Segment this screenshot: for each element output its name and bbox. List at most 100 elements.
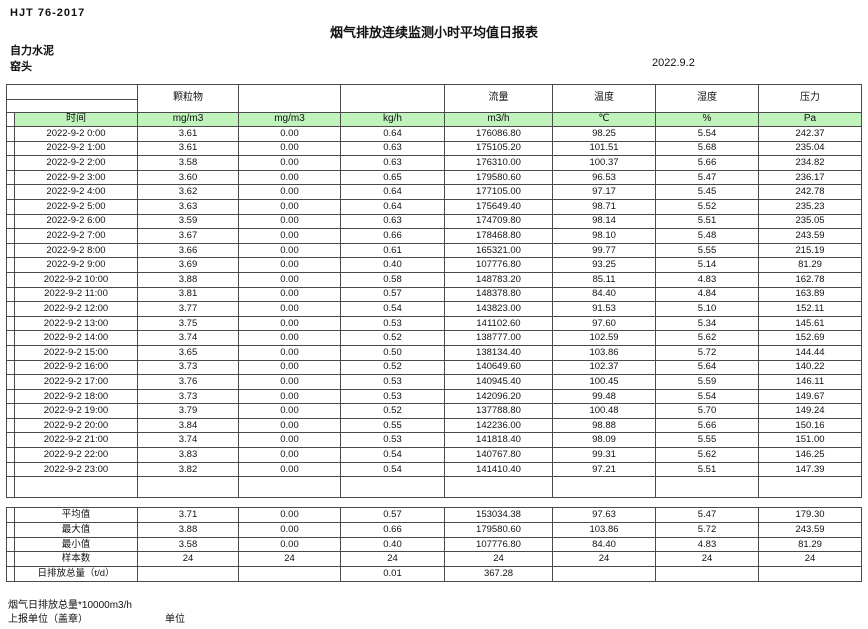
- value-cell: 0.54: [340, 461, 445, 478]
- value-cell: 100.37: [552, 155, 656, 171]
- value-cell: 140767.80: [444, 447, 553, 463]
- value-cell: 179580.60: [444, 521, 553, 538]
- table-row: 2022-9-2 21:00 3.74 0.00 0.53 141818.40 98.09…: [6, 432, 862, 449]
- sliver-cell: [6, 447, 15, 463]
- value-cell: 235.23: [758, 198, 862, 215]
- sliver-cell: [6, 126, 15, 142]
- value-cell: 3.76: [137, 374, 239, 390]
- unit-kgh: kg/h: [340, 112, 445, 127]
- value-cell: 235.04: [758, 140, 862, 157]
- value-cell: 91.53: [552, 301, 656, 317]
- company-name: 自力水泥: [10, 45, 54, 57]
- value-cell: 145.61: [758, 315, 862, 332]
- header-split-line: [7, 98, 137, 100]
- value-cell: 3.61: [137, 126, 239, 142]
- empty-cell: [552, 476, 656, 499]
- sliver-cell: [6, 213, 15, 230]
- spacer-row: [6, 476, 862, 499]
- value-cell: 93.25: [552, 257, 656, 273]
- table-row: 2022-9-2 9:00 3.69 0.00 0.40 107776.80 93.25 5…: [6, 257, 862, 273]
- value-cell: 97.60: [552, 315, 656, 332]
- value-cell: 0.52: [340, 359, 445, 376]
- value-cell: 234.82: [758, 155, 862, 171]
- sliver-cell: [6, 198, 15, 215]
- value-cell: 3.77: [137, 301, 239, 317]
- value-cell: 138777.00: [444, 330, 553, 346]
- value-cell: 175105.20: [444, 140, 553, 157]
- value-cell: 24: [758, 551, 862, 568]
- value-cell: 0.52: [340, 403, 445, 419]
- table-row: 2022-9-2 19:00 3.79 0.00 0.52 137788.80 100.4…: [6, 403, 862, 419]
- table-row: 2022-9-2 7:00 3.67 0.00 0.66 178468.80 98.10 5…: [6, 228, 862, 244]
- unit-mgm3-1: mg/m3: [137, 112, 239, 127]
- value-cell: 5.55: [655, 242, 759, 259]
- value-cell: 85.11: [552, 271, 656, 288]
- value-cell: 101.51: [552, 140, 656, 157]
- value-cell: 0.00: [238, 521, 341, 538]
- table-row: 2022-9-2 11:00 3.81 0.00 0.57 148378.80 84.40…: [6, 286, 862, 303]
- value-cell: 24: [552, 551, 656, 568]
- row-label-cell: 日排放总量（t/d）: [14, 566, 138, 582]
- value-cell: 0.50: [340, 344, 445, 361]
- value-cell: 141410.40: [444, 461, 553, 478]
- flow-total-note: 烟气日排放总量*10000m3/h: [8, 600, 132, 611]
- sliver-cell: [6, 551, 15, 568]
- empty-cell: [655, 476, 759, 499]
- table-row: 2022-9-2 10:00 3.88 0.00 0.58 148783.20 85.11…: [6, 271, 862, 288]
- value-cell: 236.17: [758, 169, 862, 186]
- summary-row: 平均值 3.71 0.00 0.57 153034.38 97.63 5.47 179.30: [6, 507, 862, 523]
- value-cell: 0.53: [340, 374, 445, 390]
- value-cell: 142096.20: [444, 388, 553, 405]
- value-cell: 162.78: [758, 271, 862, 288]
- value-cell: 3.82: [137, 461, 239, 478]
- value-cell: 5.54: [655, 126, 759, 142]
- value-cell: 5.66: [655, 417, 759, 434]
- value-cell: 0.57: [340, 286, 445, 303]
- col-header-blank-2: [340, 84, 445, 113]
- value-cell: 5.59: [655, 374, 759, 390]
- table-row: 2022-9-2 0:00 3.61 0.00 0.64 176086.80 98.25 5…: [6, 126, 862, 142]
- empty-cell: [14, 476, 138, 499]
- value-cell: 0.40: [340, 257, 445, 273]
- value-cell: 0.66: [340, 228, 445, 244]
- value-cell: 3.66: [137, 242, 239, 259]
- value-cell: 0.01: [340, 566, 445, 582]
- value-cell: 5.64: [655, 359, 759, 376]
- sliver-cell: [6, 388, 15, 405]
- value-cell: 5.70: [655, 403, 759, 419]
- value-cell: 143823.00: [444, 301, 553, 317]
- value-cell: 153034.38: [444, 507, 553, 523]
- sliver-cell: [6, 140, 15, 157]
- unit-percent: %: [655, 112, 759, 127]
- value-cell: 0.53: [340, 432, 445, 449]
- value-cell: 151.00: [758, 432, 862, 449]
- value-cell: 3.84: [137, 417, 239, 434]
- value-cell: 0.66: [340, 521, 445, 538]
- value-cell: 107776.80: [444, 257, 553, 273]
- value-cell: 5.54: [655, 388, 759, 405]
- value-cell: 5.55: [655, 432, 759, 449]
- row-label-cell: 2022-9-2 11:00: [14, 286, 138, 303]
- value-cell: 3.69: [137, 257, 239, 273]
- value-cell: 0.00: [238, 198, 341, 215]
- value-cell: 3.74: [137, 432, 239, 449]
- value-cell: 100.45: [552, 374, 656, 390]
- table-row: 2022-9-2 20:00 3.84 0.00 0.55 142236.00 98.88…: [6, 417, 862, 434]
- value-cell: 99.48: [552, 388, 656, 405]
- table-row: 2022-9-2 2:00 3.58 0.00 0.63 176310.00 100.37…: [6, 155, 862, 171]
- value-cell: 0.58: [340, 271, 445, 288]
- row-label-cell: 2022-9-2 3:00: [14, 169, 138, 186]
- value-cell: 174709.80: [444, 213, 553, 230]
- value-cell: 98.25: [552, 126, 656, 142]
- value-cell: [758, 566, 862, 582]
- value-cell: 144.44: [758, 344, 862, 361]
- col-header-blank-1: [238, 84, 341, 113]
- row-label-cell: 2022-9-2 0:00: [14, 126, 138, 142]
- value-cell: [238, 566, 341, 582]
- time-header-cell: [6, 84, 138, 113]
- sliver-cell: [6, 112, 15, 127]
- sliver-cell: [6, 566, 15, 582]
- value-cell: 3.62: [137, 184, 239, 200]
- value-cell: 0.00: [238, 301, 341, 317]
- value-cell: 0.63: [340, 155, 445, 171]
